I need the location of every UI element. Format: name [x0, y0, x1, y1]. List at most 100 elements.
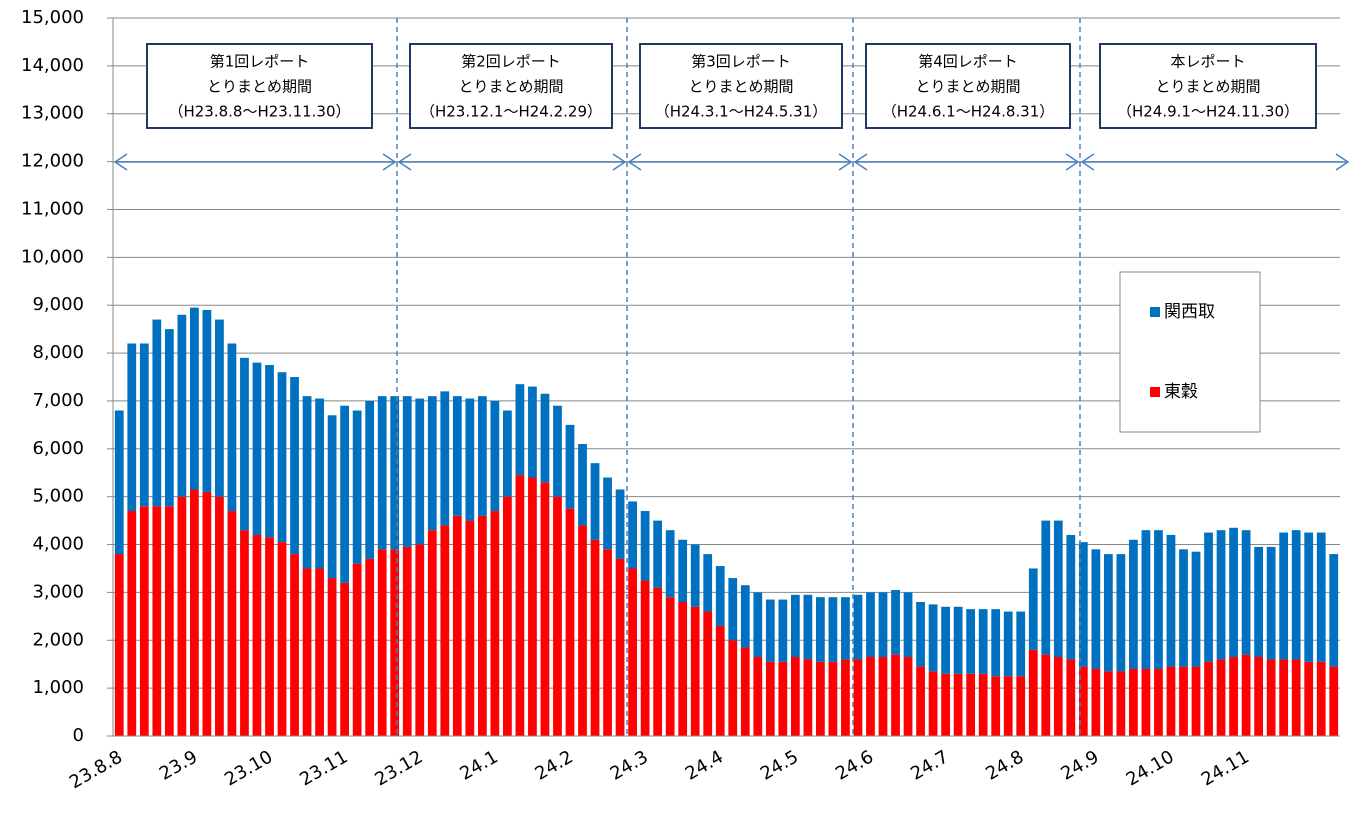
bar-segment	[164, 506, 174, 736]
bar-segment	[1254, 657, 1263, 736]
bar-segment	[427, 396, 437, 531]
bar-segment	[1304, 532, 1314, 662]
bar-segment	[1066, 659, 1076, 736]
bar-segment	[390, 549, 400, 736]
period-label: とりまとめ期間	[1155, 78, 1260, 96]
bar-segment	[340, 405, 350, 583]
bar-segment	[916, 666, 925, 736]
bar-segment	[703, 554, 713, 612]
bar-segment	[152, 319, 162, 507]
bar-segment	[878, 592, 888, 658]
bar-segment	[352, 410, 362, 564]
bar-segment	[991, 609, 1001, 677]
bar-segment	[515, 384, 525, 476]
arrow-head	[1080, 153, 1350, 171]
bar-segment	[252, 534, 262, 736]
y-tick-label: 12,000	[21, 151, 84, 172]
bar-segment	[841, 597, 850, 660]
bar-segment	[490, 511, 500, 736]
bar-segment	[640, 511, 650, 581]
bar-segment	[202, 309, 212, 492]
bar-segment	[728, 640, 738, 736]
bar-segment	[290, 377, 299, 555]
bar-segment	[440, 525, 450, 736]
bar-segment	[1003, 676, 1013, 736]
bar-segment	[1191, 666, 1201, 736]
period-label: （H23.8.8～H23.11.30）	[168, 103, 350, 121]
y-tick-label: 7,000	[32, 390, 84, 411]
bar-segment	[1041, 654, 1051, 736]
bar-segment	[665, 530, 675, 598]
bar-segment	[127, 343, 137, 512]
bar-segment	[1266, 546, 1276, 660]
bar-segment	[615, 489, 625, 559]
bar-segment	[1028, 568, 1038, 650]
bar-segment	[402, 546, 412, 736]
bar-segment	[290, 554, 299, 736]
bar-segment	[215, 319, 224, 497]
bar-segment	[1166, 666, 1176, 736]
bar-segment	[277, 372, 287, 543]
bar-segment	[1279, 659, 1289, 736]
x-tick-label: 23.9	[156, 746, 201, 784]
bar-segment	[202, 491, 212, 736]
bar-segment	[903, 657, 913, 736]
bar-segment	[1141, 668, 1151, 736]
bar-segment	[139, 506, 149, 736]
bar-segment	[1279, 532, 1289, 660]
bar-segment	[603, 549, 612, 736]
arrow-head	[627, 153, 853, 171]
x-tick-label: 23.11	[296, 746, 351, 790]
bar-segment	[866, 657, 875, 736]
bar-segment	[415, 544, 425, 736]
bar-segment	[127, 511, 137, 736]
bar-segment	[227, 511, 237, 736]
bar-segment	[265, 365, 274, 538]
bar-segment	[265, 537, 274, 736]
legend-swatch	[1150, 387, 1160, 397]
period-label: とりまとめ期間	[915, 78, 1020, 96]
bar-segment	[1091, 668, 1101, 736]
bar-segment	[327, 578, 337, 736]
bar-segment	[1229, 527, 1238, 658]
bar-segment	[190, 489, 199, 736]
bar-segment	[991, 676, 1001, 736]
bar-segment	[1291, 659, 1301, 736]
period-label: （H24.9.1～H24.11.30）	[1117, 103, 1299, 121]
bar-segment	[340, 582, 350, 736]
x-tick-label: 24.10	[1123, 746, 1178, 790]
bar-segment	[177, 314, 187, 497]
bar-segment	[315, 398, 324, 569]
bar-segment	[966, 609, 976, 674]
bar-segment	[452, 396, 462, 516]
bar-segment	[1229, 657, 1238, 736]
bar-segment	[653, 587, 663, 736]
bar-segment	[553, 405, 562, 497]
bar-segment	[941, 673, 950, 736]
period-label: とりまとめ期間	[207, 78, 312, 96]
bar-segment	[816, 597, 825, 662]
bar-segment	[590, 539, 600, 736]
legend-label: 東穀	[1164, 382, 1198, 402]
bar-segment	[302, 568, 312, 736]
x-tick-label: 24.7	[907, 746, 952, 784]
x-tick-label: 24.8	[982, 746, 1027, 784]
bar-segment	[1053, 520, 1063, 658]
arrow-head	[113, 153, 397, 171]
bar-segment	[753, 657, 763, 736]
bar-segment	[941, 606, 950, 674]
bar-segment	[327, 415, 337, 579]
bar-segment	[215, 496, 224, 736]
x-tick-label: 24.1	[456, 746, 501, 784]
bar-segment	[1179, 666, 1188, 736]
bar-segment	[778, 661, 788, 736]
period-label: 本レポート	[1170, 53, 1245, 71]
bar-segment	[152, 506, 162, 736]
bar-segment	[765, 661, 775, 736]
bar-segment	[690, 606, 700, 736]
bar-segment	[402, 396, 412, 547]
period-label: 第3回レポート	[691, 53, 791, 71]
arrow-head	[397, 153, 627, 171]
bar-segment	[490, 400, 500, 512]
x-tick-label: 23.12	[371, 746, 426, 790]
